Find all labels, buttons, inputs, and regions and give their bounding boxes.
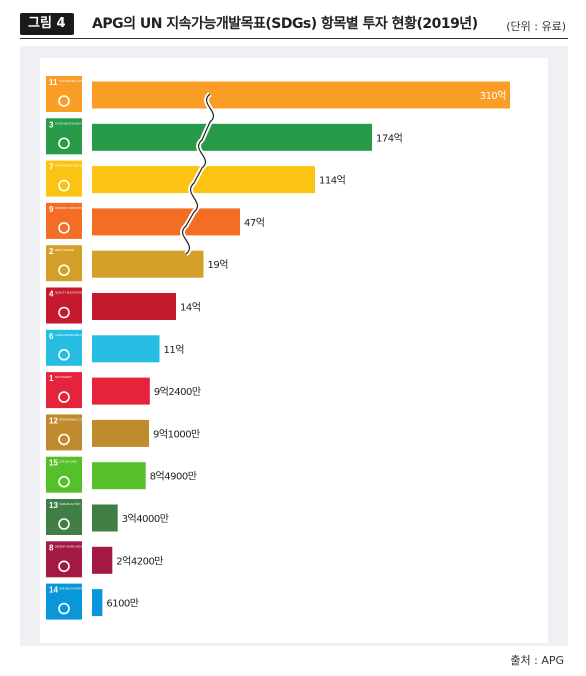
sdg-goal-label: RESPONSIBLE CONSUMPTION AND PRODUCTION (59, 417, 122, 421)
sdg-goal-number: 11 (49, 78, 58, 87)
sdg-goal-label: LIFE ON LAND (59, 460, 77, 464)
data-label-sdg-2: 19억 (208, 259, 228, 271)
sdg-12-icon: 12 RESPONSIBLE CONSUMPTION AND PRODUCTION (46, 414, 122, 451)
sun-icon (58, 179, 70, 192)
tree-icon (58, 475, 70, 488)
header-divider (20, 38, 568, 39)
sdg-1-icon: 1 NO POVERTY (46, 372, 82, 409)
sdg-goal-label: NO POVERTY (55, 375, 72, 379)
chart-header: 그림 4 APG의 UN 지속가능개발목표(SDGs) 항목별 투자 현황(20… (20, 10, 568, 40)
sdg-goal-number: 6 (49, 332, 54, 341)
sdg-13-icon: 13 CLIMATE ACTION (46, 499, 82, 535)
sdg-4-icon: 4 QUALITY EDUCATION (46, 287, 82, 324)
sdg-goal-number: 13 (49, 501, 58, 510)
bar-sdg-8 (92, 546, 113, 574)
bar-sdg-12 (92, 419, 150, 447)
data-label-sdg-4: 14억 (180, 302, 200, 314)
source-note: 출처 : APG (510, 654, 564, 667)
sdg-goal-label: LIFE BELOW WATER (59, 587, 84, 591)
sdg-goal-number: 8 (49, 543, 54, 552)
sdg-goal-number: 7 (49, 163, 54, 172)
sdg-goal-number: 4 (49, 290, 54, 299)
sdg-3-icon: 3 GOOD HEALTH AND WELL-BEING (46, 118, 96, 155)
chart-title: APG의 UN 지속가능개발목표(SDGs) 항목별 투자 현황(2019년) (92, 16, 478, 32)
unit-label: (단위 : 유료) (506, 20, 566, 33)
figure-label: 그림 4 (20, 13, 74, 35)
sdg-11-icon: 11 SUSTAINABLE CITIES AND COMMUNITIES (46, 76, 111, 112)
sdg-goal-label: GOOD HEALTH AND WELL-BEING (55, 121, 96, 125)
sdg-goal-number: 12 (49, 416, 58, 425)
bar-chart: 11 SUSTAINABLE CITIES AND COMMUNITIES 310억… (46, 76, 510, 620)
bar-sdg-9 (92, 208, 240, 236)
sdg-goal-label: AFFORDABLE AND CLEAN ENERGY (55, 164, 100, 168)
heartbeat-icon (58, 137, 70, 150)
sdg-goal-number: 14 (49, 586, 58, 595)
sdg-15-icon: 15 LIFE ON LAND (46, 456, 82, 493)
bar-sdg-6 (92, 335, 160, 363)
sdg-14-icon: 14 LIFE BELOW WATER (46, 583, 84, 620)
sdg-goal-label: SUSTAINABLE CITIES AND COMMUNITIES (59, 79, 111, 83)
book-icon (58, 306, 70, 319)
sdg-2-icon: 2 ZERO HUNGER (46, 245, 82, 282)
sdg-goal-label: CLIMATE ACTION (59, 502, 81, 506)
family-icon (58, 391, 70, 403)
city-icon (58, 95, 70, 107)
sdg-6-icon: 6 CLEAN WATER AND SANITATION (46, 329, 96, 366)
sdg-goal-label: CLEAN WATER AND SANITATION (55, 333, 96, 337)
sdg-goal-number: 9 (49, 205, 54, 214)
chart-card: 11 SUSTAINABLE CITIES AND COMMUNITIES 310억… (40, 58, 548, 643)
bar-sdg-3 (92, 123, 372, 151)
sdg-7-icon: 7 AFFORDABLE AND CLEAN ENERGY (46, 160, 100, 197)
infinity-icon (58, 433, 70, 446)
growth-chart-icon (58, 560, 70, 573)
bar-sdg-7 (92, 166, 315, 194)
sdg-goal-label: DECENT WORK AND ECONOMIC GROWTH (55, 544, 108, 548)
data-label-sdg-13: 3억4000만 (122, 513, 169, 525)
data-label-sdg-8: 2억4200만 (116, 555, 163, 567)
data-label-sdg-11: 310억 (480, 90, 506, 102)
sdg-goal-label: ZERO HUNGER (55, 248, 74, 252)
data-label-sdg-12: 9억1000만 (153, 428, 200, 440)
bowl-icon (58, 264, 70, 276)
data-label-sdg-15: 8억4900만 (150, 471, 197, 483)
sdg-goal-number: 1 (49, 374, 54, 383)
sdg-8-icon: 8 DECENT WORK AND ECONOMIC GROWTH (46, 541, 108, 578)
sdg-goal-number: 2 (49, 247, 54, 256)
cubes-icon (58, 222, 70, 234)
bar-sdg-13 (92, 504, 118, 532)
bar-sdg-15 (92, 462, 146, 490)
axis-break-line (182, 93, 214, 255)
data-label-sdg-7: 114억 (319, 175, 345, 187)
data-label-sdg-6: 11억 (164, 344, 184, 356)
bar-sdg-14 (92, 589, 103, 617)
bar-sdg-11 (92, 81, 510, 109)
data-label-sdg-14: 6100만 (106, 598, 138, 610)
bar-sdg-2 (92, 250, 204, 278)
bar-sdg-1 (92, 377, 150, 405)
bar-sdg-4 (92, 293, 176, 320)
sdg-goal-label: QUALITY EDUCATION (55, 291, 82, 295)
chart-panel: 11 SUSTAINABLE CITIES AND COMMUNITIES 310억… (20, 46, 568, 646)
sdg-goal-number: 3 (49, 120, 54, 129)
data-label-sdg-9: 47억 (244, 217, 264, 229)
fish-icon (58, 602, 70, 615)
data-label-sdg-1: 9억2400만 (154, 386, 201, 398)
sdg-goal-number: 15 (49, 459, 58, 468)
eye-globe-icon (58, 518, 70, 530)
sdg-goal-label: INDUSTRY, INNOVATION AND INFRASTRUCTURE (55, 206, 116, 210)
water-drop-icon (58, 348, 70, 361)
sdg-9-icon: 9 INDUSTRY, INNOVATION AND INFRASTRUCTURE (46, 202, 116, 239)
data-label-sdg-3: 174억 (376, 132, 402, 144)
